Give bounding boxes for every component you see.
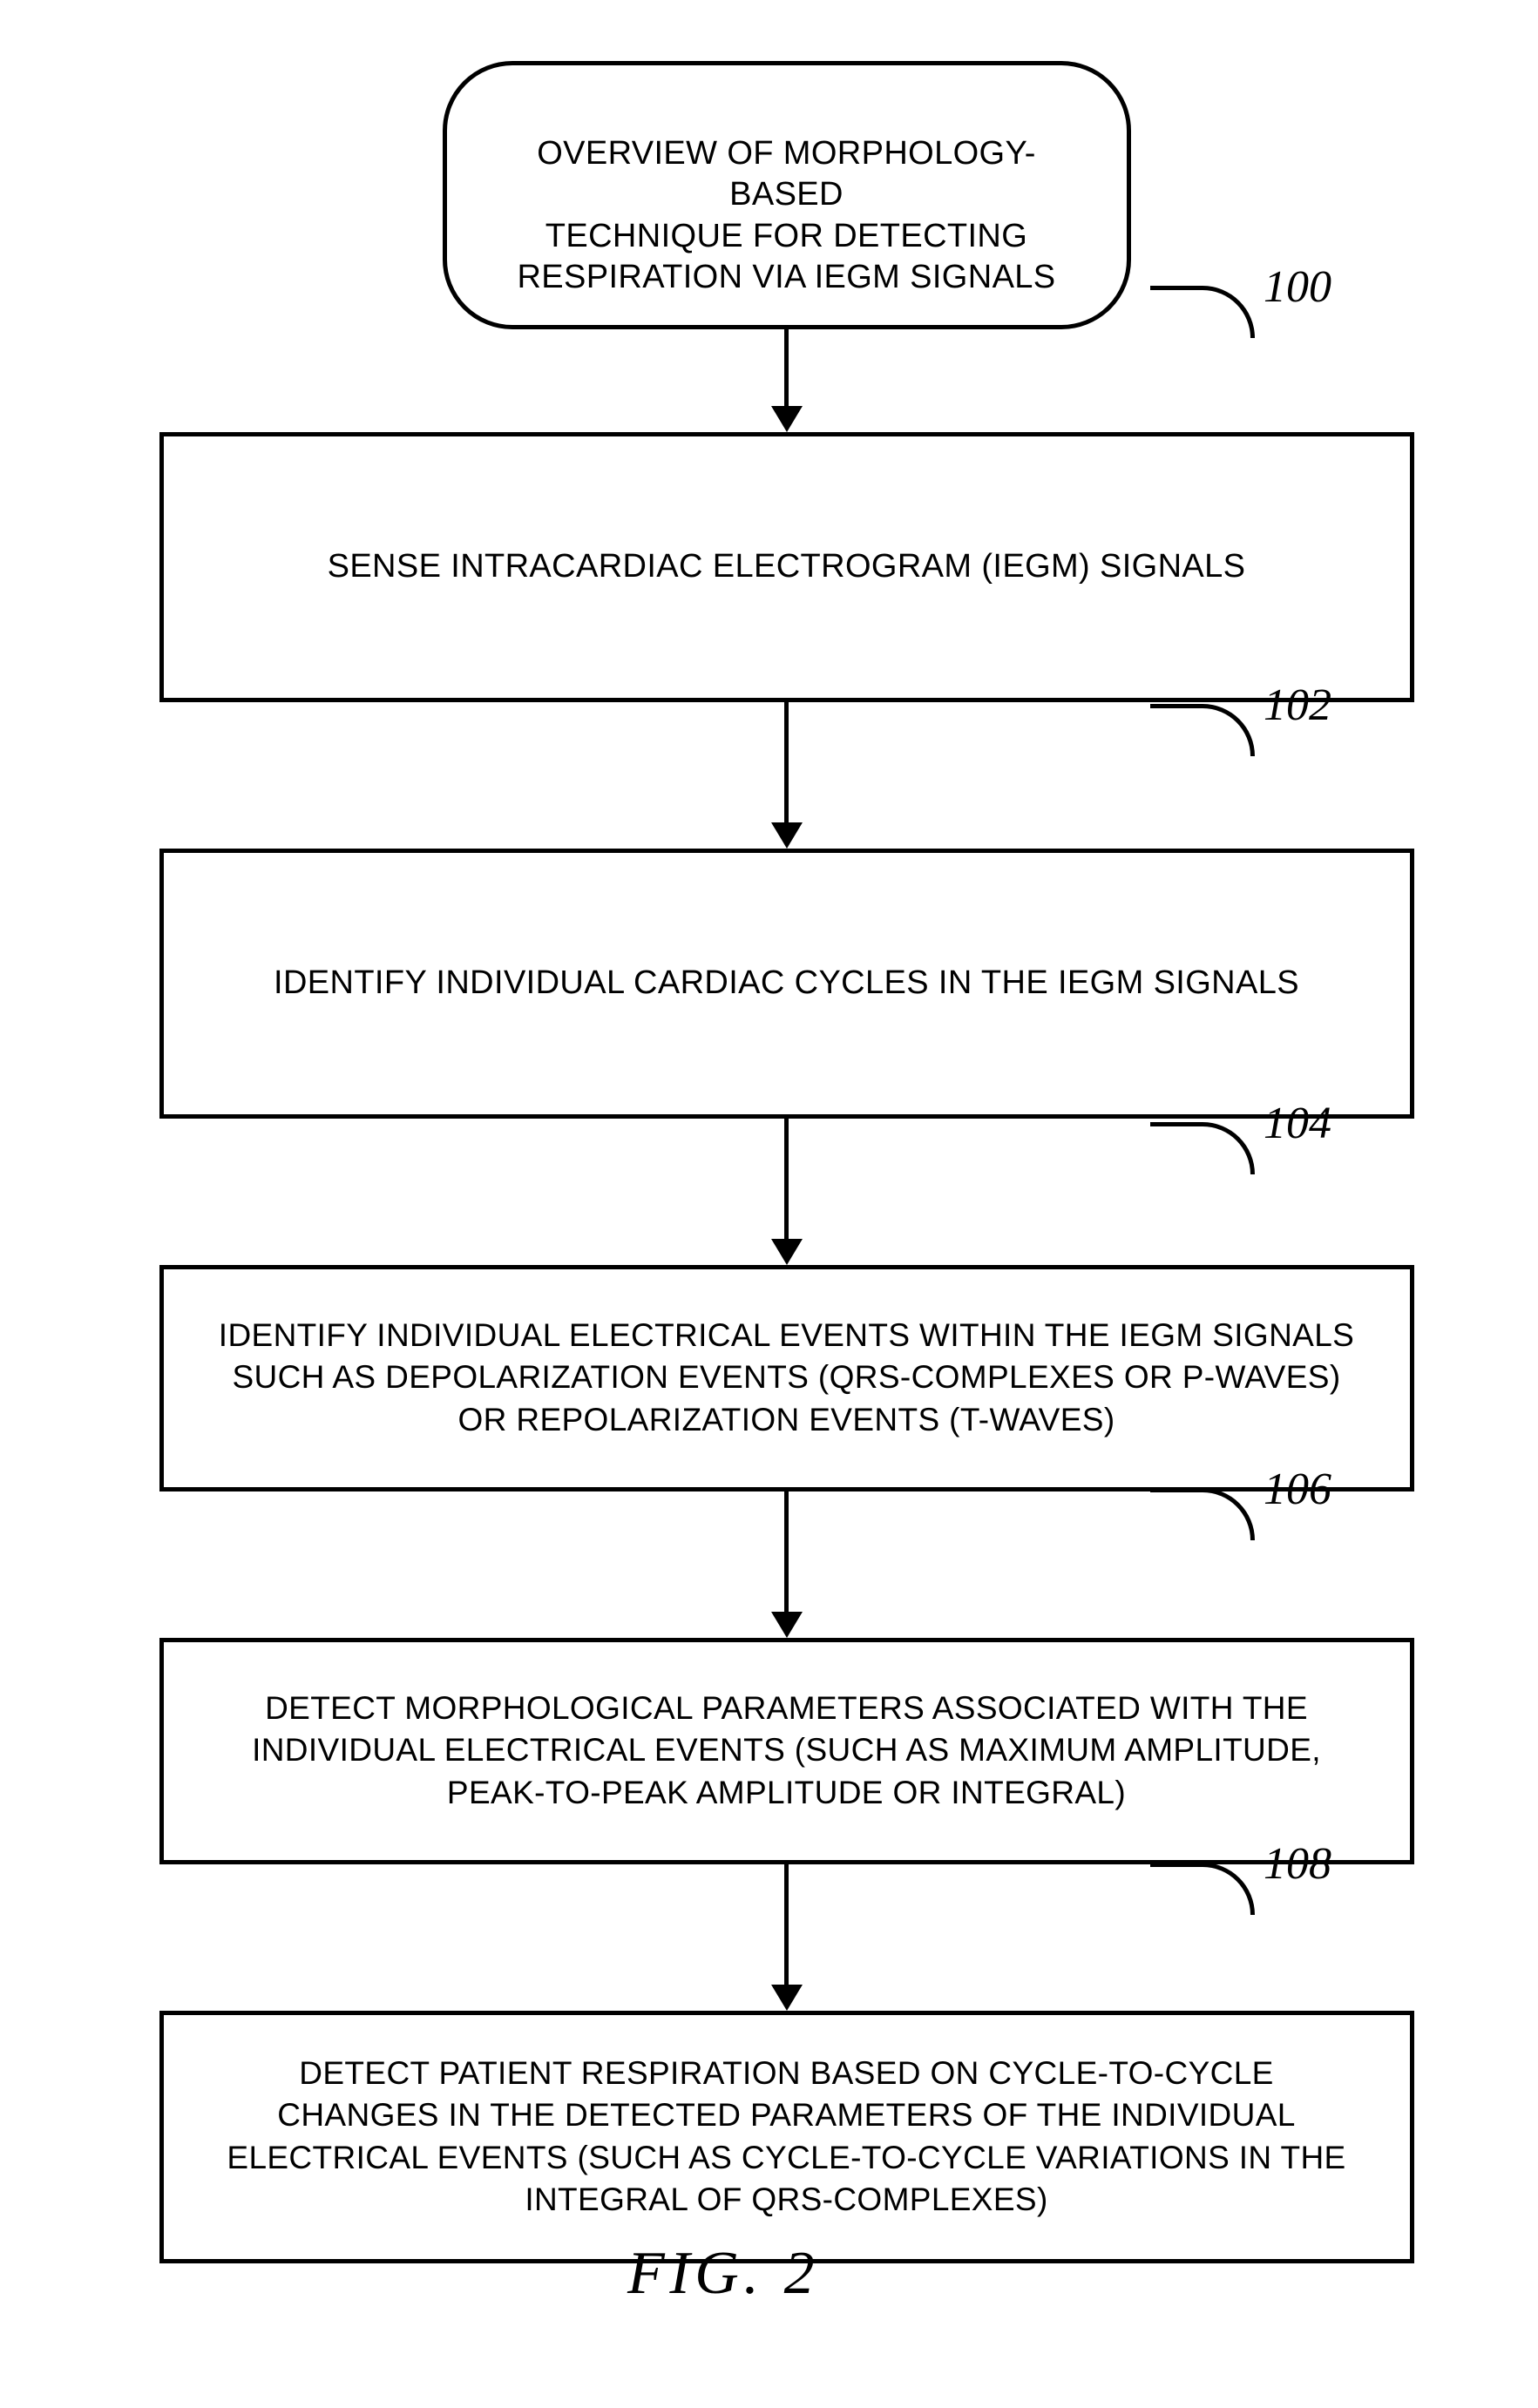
arrow-stem — [784, 329, 789, 408]
arrow — [771, 329, 803, 432]
figure-caption: FIG. 2 — [627, 2239, 819, 2309]
arrow — [771, 1491, 803, 1638]
arrow-head-icon — [771, 1612, 803, 1638]
ref-label-100: 100 — [1264, 261, 1331, 313]
process-step-text: IDENTIFY INDIVIDUAL ELECTRICAL EVENTS WI… — [219, 1315, 1354, 1440]
process-step-106: DETECT MORPHOLOGICAL PARAMETERS ASSOCIAT… — [159, 1638, 1414, 1864]
arrow-stem — [784, 1491, 789, 1613]
process-step-104: IDENTIFY INDIVIDUAL ELECTRICAL EVENTS WI… — [159, 1265, 1414, 1491]
arrow — [771, 702, 803, 849]
arrow-head-icon — [771, 406, 803, 432]
ref-label-102: 102 — [1264, 680, 1331, 731]
process-step-100: SENSE INTRACARDIAC ELECTROGRAM (IEGM) SI… — [159, 432, 1414, 702]
arrow-stem — [784, 1864, 789, 1986]
arrow — [771, 1864, 803, 2011]
terminal-text: OVERVIEW OF MORPHOLOGY-BASED TECHNIQUE F… — [517, 135, 1055, 296]
arrow-head-icon — [771, 1239, 803, 1265]
arrow-head-icon — [771, 1985, 803, 2011]
process-step-text: SENSE INTRACARDIAC ELECTROGRAM (IEGM) SI… — [328, 545, 1246, 588]
arrow-head-icon — [771, 822, 803, 849]
flowchart-container: OVERVIEW OF MORPHOLOGY-BASED TECHNIQUE F… — [0, 0, 1538, 2408]
ref-label-108: 108 — [1264, 1838, 1331, 1890]
arrow-stem — [784, 1119, 789, 1241]
process-step-text: DETECT MORPHOLOGICAL PARAMETERS ASSOCIAT… — [252, 1688, 1321, 1813]
ref-label-106: 106 — [1264, 1464, 1331, 1515]
arrow — [771, 1119, 803, 1265]
arrow-stem — [784, 702, 789, 824]
process-step-102: IDENTIFY INDIVIDUAL CARDIAC CYCLES IN TH… — [159, 849, 1414, 1119]
process-step-text: IDENTIFY INDIVIDUAL CARDIAC CYCLES IN TH… — [274, 962, 1299, 1004]
process-step-108: DETECT PATIENT RESPIRATION BASED ON CYCL… — [159, 2011, 1414, 2263]
process-step-text: DETECT PATIENT RESPIRATION BASED ON CYCL… — [227, 2053, 1345, 2220]
terminal-start: OVERVIEW OF MORPHOLOGY-BASED TECHNIQUE F… — [443, 61, 1131, 329]
ref-label-104: 104 — [1264, 1098, 1331, 1149]
